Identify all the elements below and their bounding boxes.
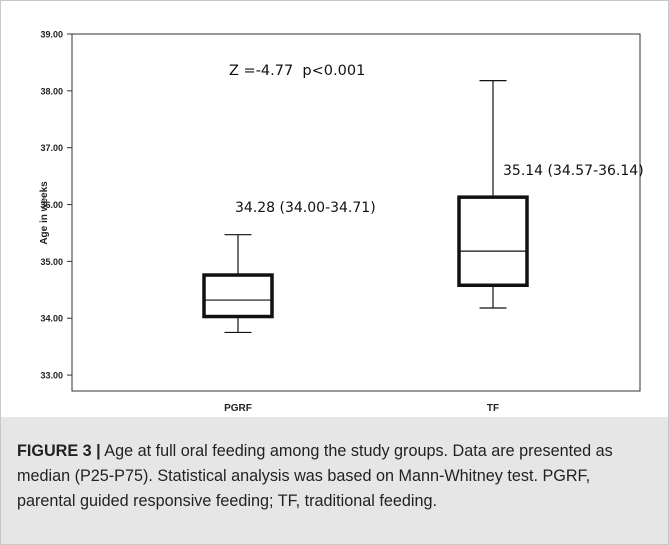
caption-body: Age at full oral feeding among the study… (17, 442, 613, 510)
y-tick-label: 34.00 (40, 314, 63, 324)
x-tick-label: TF (487, 403, 499, 414)
box-tf: 35.14 (34.57-36.14) (457, 80, 644, 309)
plot-area-frame (71, 33, 641, 392)
y-tick-label: 39.00 (40, 30, 63, 40)
y-tick-label: 38.00 (40, 86, 63, 96)
figure-caption: FIGURE 3 | Age at full oral feeding amon… (1, 417, 668, 544)
box-pgrf: 34.28 (34.00-34.71) (202, 200, 376, 334)
statistic-annotation: Z =-4.77 p<0.001 (229, 63, 365, 79)
boxes: 34.28 (34.00-34.71) 35.14 (34.57-36.14) (202, 80, 644, 334)
y-axis-label: Age in weeks (39, 181, 50, 245)
y-tick-label: 36.00 (40, 200, 63, 210)
caption-label: FIGURE 3 | (17, 442, 101, 460)
y-tick-label: 33.00 (40, 371, 63, 381)
interquartile-box (202, 273, 274, 319)
caption-text: FIGURE 3 | Age at full oral feeding amon… (17, 439, 647, 514)
y-tick-label: 37.00 (40, 143, 63, 153)
interquartile-box (457, 195, 529, 288)
y-tick-label: 35.00 (40, 257, 63, 267)
box-plot: 33.00 34.00 35.00 36.00 37.00 38.00 39.00 34.2… (39, 30, 644, 415)
x-tick-label: PGRF (224, 403, 252, 414)
median-iqr-label: 35.14 (34.57-36.14) (503, 163, 644, 179)
median-iqr-label: 34.28 (34.00-34.71) (235, 200, 376, 216)
y-axis-ticks: 33.00 34.00 35.00 36.00 37.00 38.00 39.00 (40, 30, 72, 381)
x-axis-ticks: PGRF TF (224, 403, 499, 414)
